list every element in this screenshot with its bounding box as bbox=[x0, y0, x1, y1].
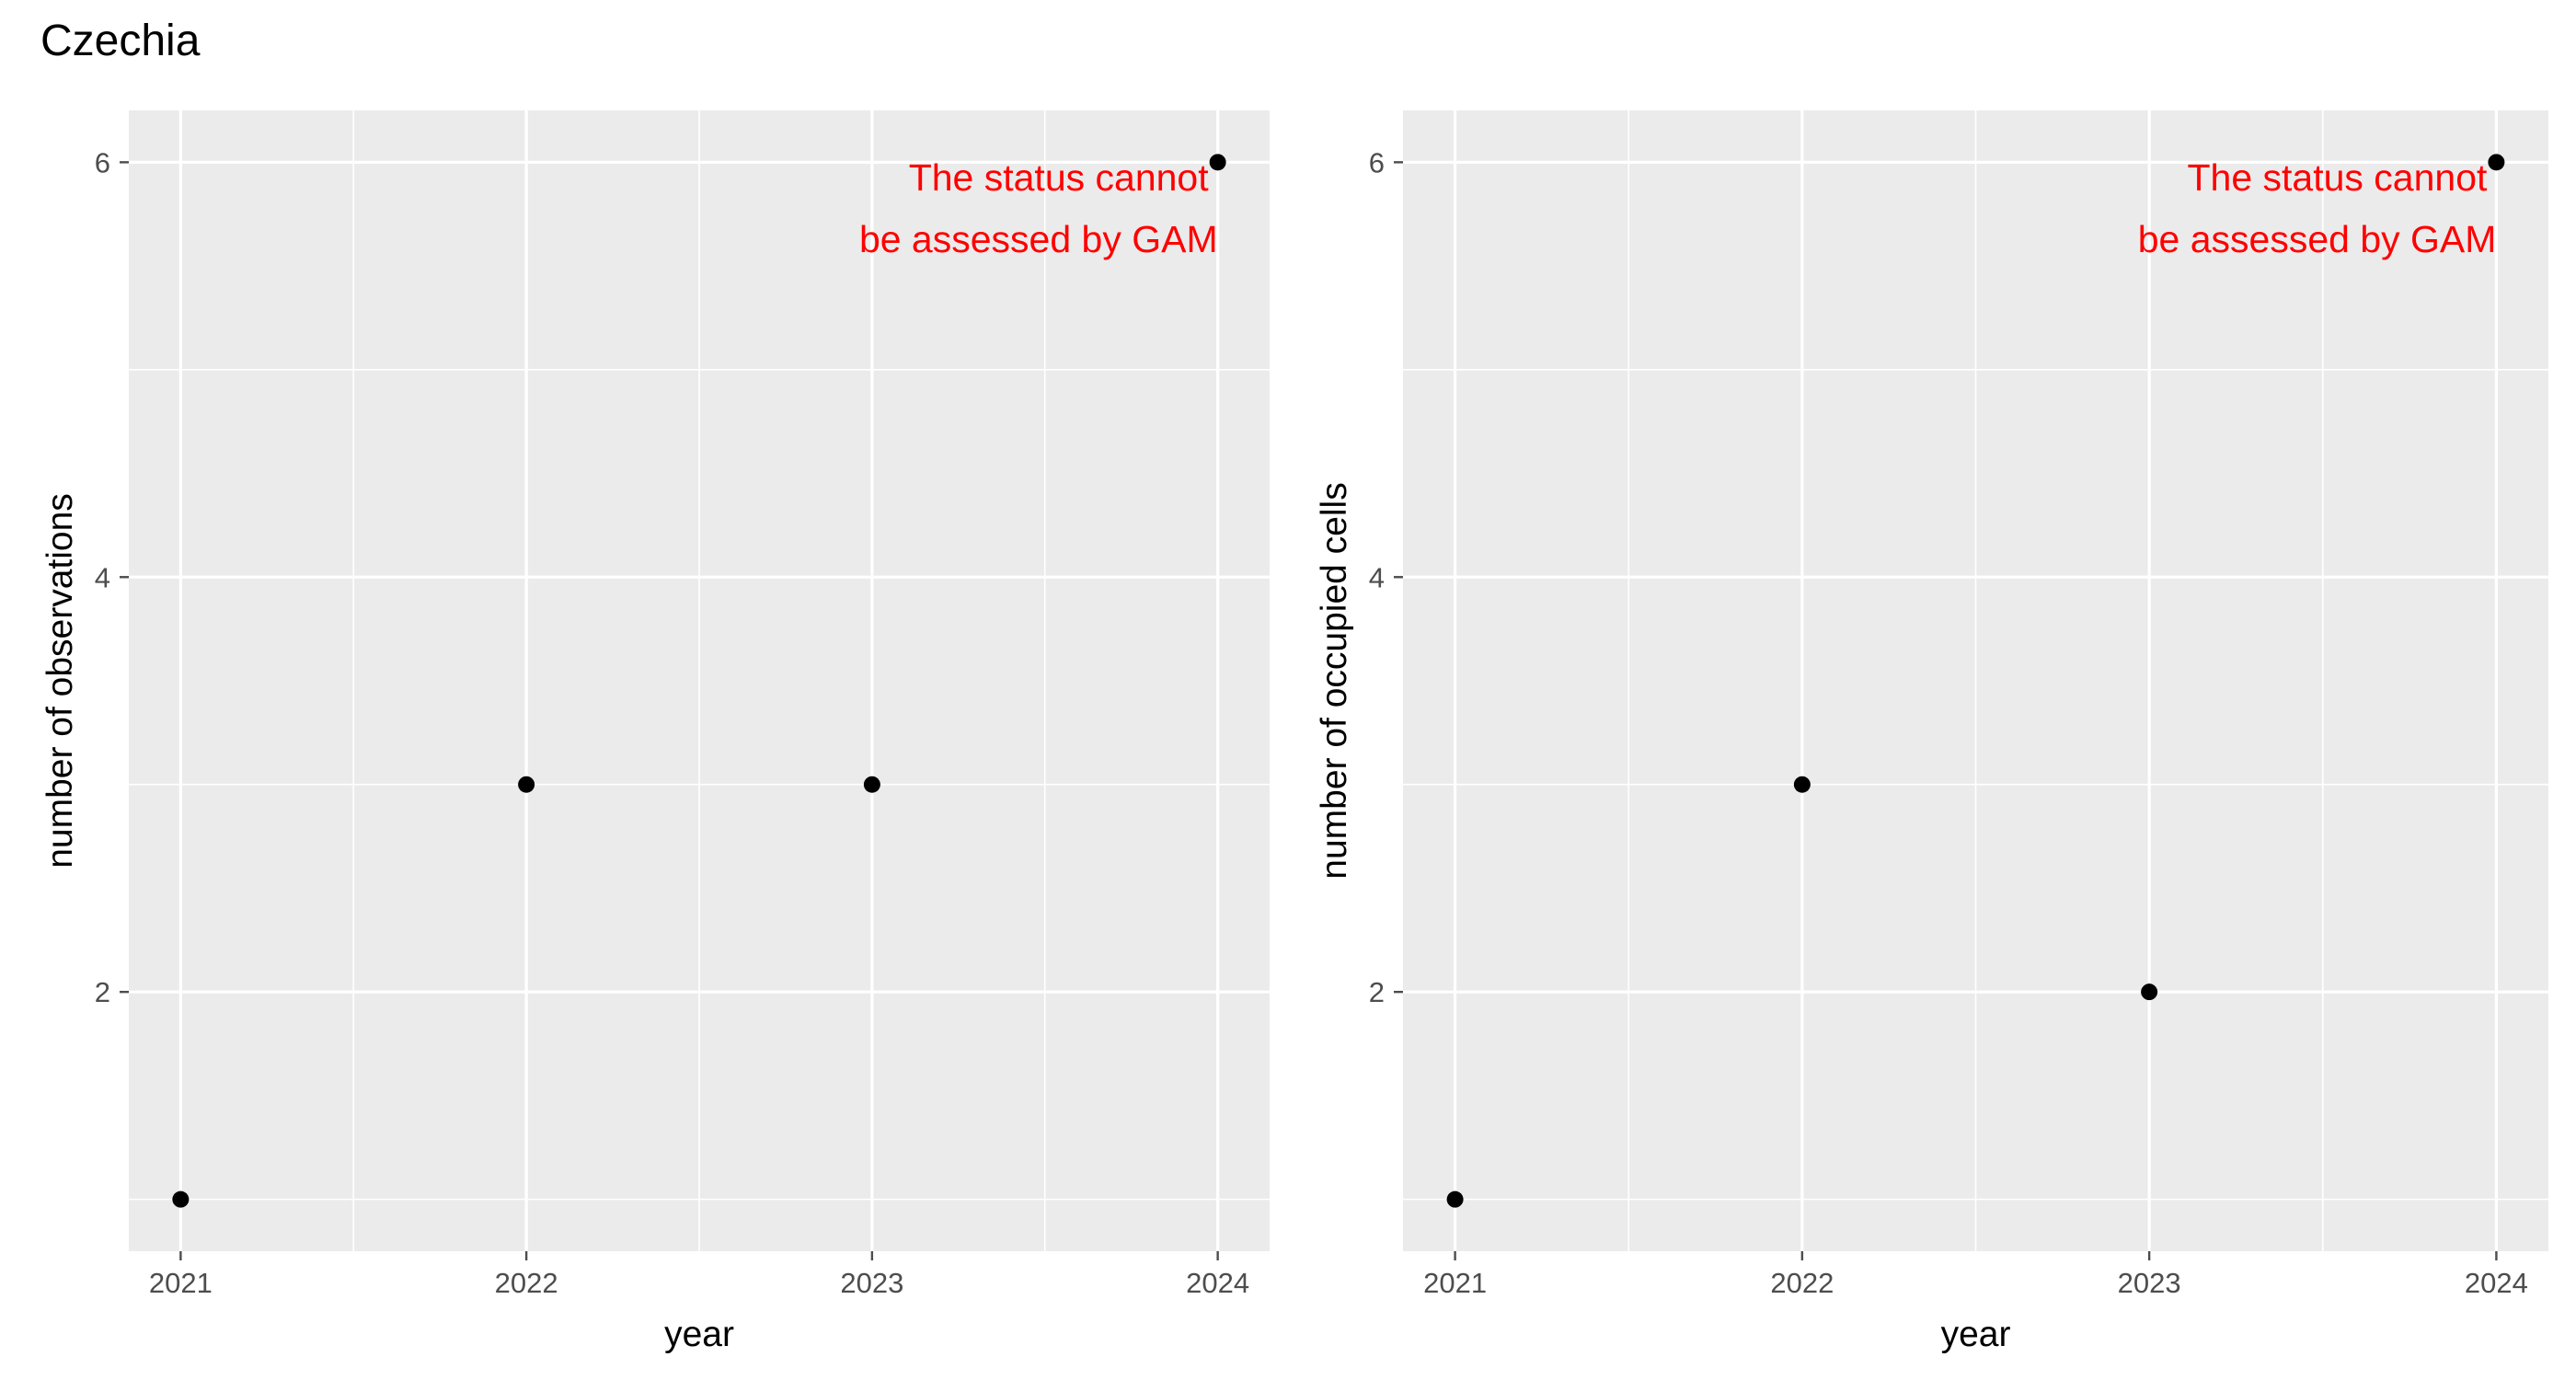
data-point bbox=[2141, 983, 2158, 1001]
data-point bbox=[1209, 154, 1226, 171]
y-tick-label: 2 bbox=[95, 976, 110, 1008]
data-point bbox=[172, 1190, 190, 1208]
y-tick-label: 2 bbox=[1369, 976, 1385, 1008]
gridlines bbox=[129, 110, 1270, 1251]
y-tick-label: 4 bbox=[1369, 561, 1385, 593]
status-note-line-2: be assessed by GAM bbox=[2138, 218, 2497, 260]
gridlines bbox=[1403, 110, 2548, 1251]
y-axis-ticks: 2 4 6 bbox=[95, 146, 129, 1008]
x-tick-label: 2022 bbox=[1770, 1267, 1834, 1299]
status-note-line-2: be assessed by GAM bbox=[859, 218, 1218, 260]
status-note-line-1: The status cannot bbox=[2187, 156, 2488, 199]
x-axis-ticks: 2021 2022 2023 2024 bbox=[149, 1251, 1249, 1299]
y-axis-label: number of observations bbox=[40, 493, 80, 868]
figure-title: Czechia bbox=[40, 17, 201, 65]
data-point bbox=[518, 776, 535, 793]
chart-panel-occupied-cells: 2 4 6 2021 2022 2023 2024 year number of occu… bbox=[1315, 110, 2548, 1354]
y-tick-label: 4 bbox=[95, 561, 110, 593]
x-tick-label: 2024 bbox=[1186, 1267, 1249, 1299]
x-tick-label: 2022 bbox=[495, 1267, 558, 1299]
data-point bbox=[1446, 1190, 1464, 1208]
y-tick-label: 6 bbox=[1369, 146, 1385, 178]
y-tick-label: 6 bbox=[95, 146, 110, 178]
data-point bbox=[1793, 776, 1811, 793]
x-tick-label: 2023 bbox=[840, 1267, 903, 1299]
x-tick-label: 2021 bbox=[1423, 1267, 1487, 1299]
x-tick-label: 2024 bbox=[2465, 1267, 2528, 1299]
x-axis-label: year bbox=[664, 1315, 734, 1354]
data-points bbox=[172, 154, 1226, 1208]
y-axis-ticks: 2 4 6 bbox=[1369, 146, 1403, 1008]
data-point bbox=[863, 776, 880, 793]
x-tick-label: 2023 bbox=[2118, 1267, 2181, 1299]
x-axis-ticks: 2021 2022 2023 2024 bbox=[1423, 1251, 2528, 1299]
x-tick-label: 2021 bbox=[149, 1267, 213, 1299]
data-points bbox=[1446, 154, 2505, 1208]
data-point bbox=[2488, 154, 2505, 171]
x-axis-label: year bbox=[1941, 1315, 2011, 1354]
y-axis-label: number of occupied cells bbox=[1315, 482, 1354, 879]
chart-panel-observations: 2 4 6 2021 2022 2023 2024 year number of obse… bbox=[40, 110, 1270, 1354]
status-note-line-1: The status cannot bbox=[909, 156, 1210, 199]
